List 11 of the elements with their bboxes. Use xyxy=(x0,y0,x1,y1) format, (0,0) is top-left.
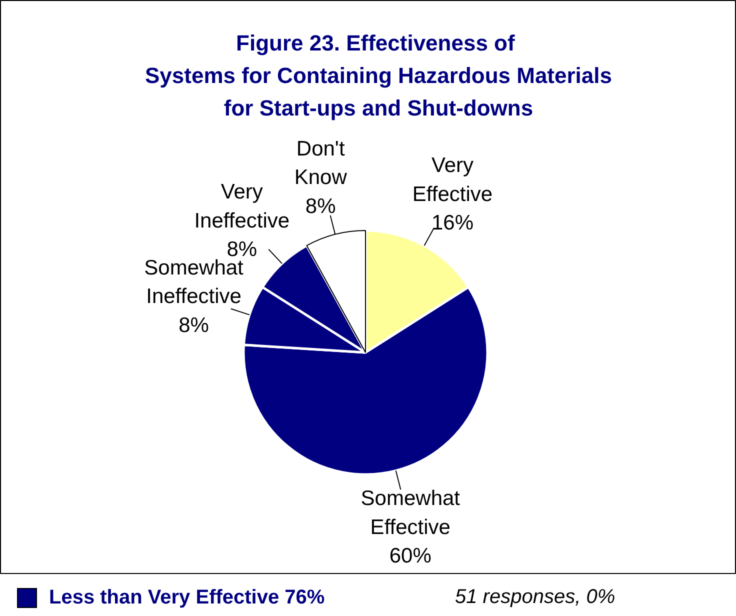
slice-label: Very Effective xyxy=(412,154,493,206)
data-label: 8% xyxy=(178,314,209,337)
text: Less than Very Effective 76% xyxy=(49,586,325,608)
slice-label: Somewhat Effective xyxy=(360,487,460,539)
data-label: 8% xyxy=(305,194,336,218)
text: 51 responses, 0% xyxy=(455,585,616,610)
data-label: 16% xyxy=(431,212,474,235)
data-label: 60% xyxy=(389,544,432,568)
slice-label: Very Ineffective xyxy=(194,180,290,232)
slice-label: Don't Know xyxy=(294,137,348,190)
chart-title: Figure 23. Effectiveness of Systems for Containing Hazardous Materials for Start-ups and Shut-downs xyxy=(145,30,612,120)
